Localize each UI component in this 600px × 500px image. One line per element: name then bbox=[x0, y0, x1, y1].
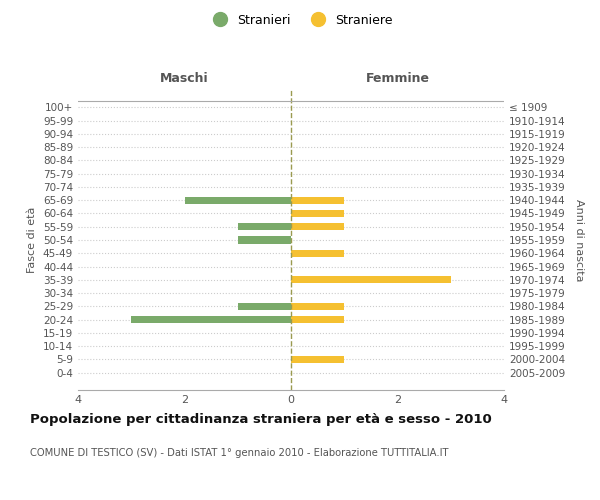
Text: Maschi: Maschi bbox=[160, 72, 209, 85]
Text: Popolazione per cittadinanza straniera per età e sesso - 2010: Popolazione per cittadinanza straniera p… bbox=[30, 412, 492, 426]
Y-axis label: Anni di nascita: Anni di nascita bbox=[574, 198, 584, 281]
Bar bbox=[238, 302, 291, 310]
Bar bbox=[291, 302, 344, 310]
Bar bbox=[131, 316, 291, 324]
Bar bbox=[238, 223, 291, 230]
Text: Femmine: Femmine bbox=[365, 72, 430, 85]
Bar bbox=[238, 236, 291, 244]
Bar bbox=[291, 210, 344, 217]
Bar bbox=[291, 276, 451, 283]
Text: COMUNE DI TESTICO (SV) - Dati ISTAT 1° gennaio 2010 - Elaborazione TUTTITALIA.IT: COMUNE DI TESTICO (SV) - Dati ISTAT 1° g… bbox=[30, 448, 449, 458]
Y-axis label: Fasce di età: Fasce di età bbox=[28, 207, 37, 273]
Legend: Stranieri, Straniere: Stranieri, Straniere bbox=[202, 8, 398, 32]
Bar bbox=[291, 250, 344, 257]
Bar bbox=[291, 356, 344, 363]
Bar bbox=[291, 223, 344, 230]
Bar bbox=[291, 196, 344, 204]
Bar bbox=[291, 316, 344, 324]
Bar bbox=[185, 196, 291, 204]
